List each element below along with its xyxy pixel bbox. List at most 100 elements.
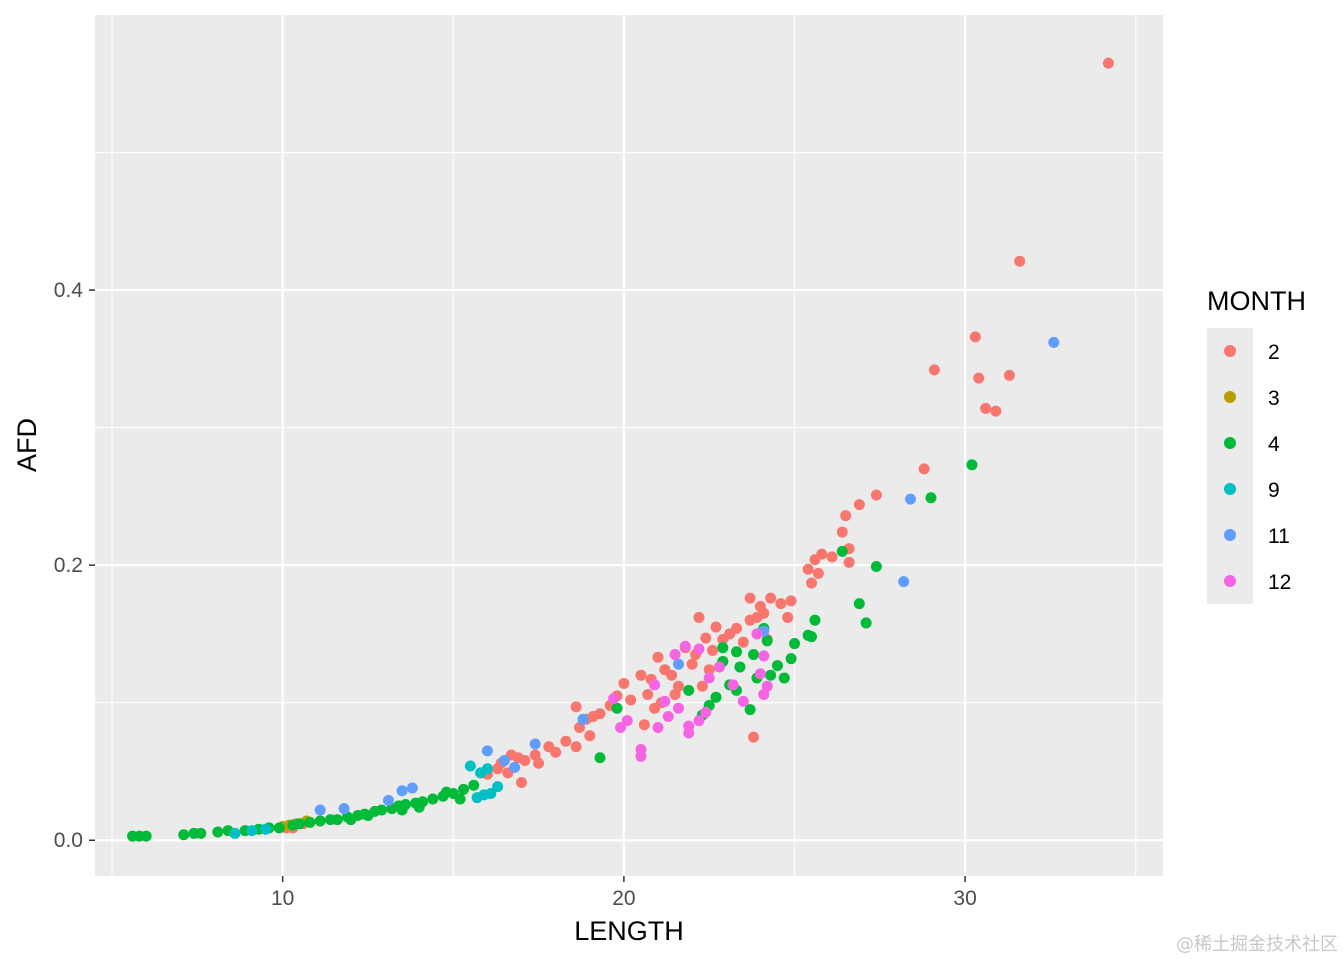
data-point-month-11 [905,493,917,505]
legend-title: MONTH [1207,286,1306,316]
data-point-month-2 [724,628,736,640]
data-point-month-2 [806,577,818,589]
data-point-month-4 [212,826,224,838]
data-point-month-4 [331,814,343,826]
x-tick-label: 10 [271,887,294,910]
data-point-month-2 [492,763,504,775]
data-point-month-4 [765,669,777,681]
data-point-month-2 [529,749,541,761]
data-point-month-11 [382,794,394,806]
data-point-month-2 [744,614,756,626]
data-point-month-9 [229,827,241,839]
x-axis-ticks: 10 20 30 [271,876,977,910]
legend-label: 9 [1268,479,1280,502]
data-point-month-12 [614,721,626,733]
data-point-month-11 [672,658,684,670]
y-tick-label: 0.0 [54,829,83,852]
data-point-month-2 [533,757,545,769]
data-point-month-4 [925,492,937,504]
data-point-month-4 [788,638,800,650]
x-tick-label: 20 [612,887,635,910]
data-point-month-2 [802,563,814,575]
data-point-month-2 [686,658,698,670]
data-point-month-4 [744,704,756,716]
data-point-month-2 [1102,57,1114,69]
data-point-month-12 [608,693,620,705]
data-point-month-2 [672,680,684,692]
data-point-month-9 [492,781,504,793]
legend-key-3 [1224,391,1236,403]
data-point-month-2 [1014,255,1026,267]
data-point-month-4 [860,617,872,629]
data-point-month-4 [362,809,374,821]
data-point-month-2 [570,701,582,713]
data-point-month-2 [836,526,848,538]
data-point-month-2 [928,364,940,376]
data-point-month-12 [758,650,770,662]
data-point-month-12 [679,640,691,652]
legend: MONTH 2 3 4 9 11 12 [1207,286,1306,604]
data-point-month-2 [990,405,1002,417]
data-point-month-2 [918,463,930,475]
data-point-month-9 [485,787,497,799]
data-point-month-2 [652,651,664,663]
data-point-month-11 [509,761,521,773]
data-point-month-2 [1003,369,1015,381]
x-axis-title: LENGTH [574,916,684,946]
data-point-month-2 [710,621,722,633]
data-point-month-4 [730,646,742,658]
data-point-month-2 [642,688,654,700]
legend-key-12 [1224,575,1236,587]
data-point-month-2 [570,741,582,753]
data-point-month-2 [744,592,756,604]
data-point-month-4 [454,793,466,805]
data-point-month-2 [649,702,661,714]
data-point-month-2 [693,611,705,623]
data-point-month-4 [870,561,882,573]
data-point-month-2 [782,611,794,623]
major-gridlines [95,15,1163,876]
data-point-month-2 [853,499,865,511]
data-point-month-4 [178,829,190,841]
legend-key-2 [1224,345,1236,357]
data-point-month-12 [754,668,766,680]
data-point-month-4 [710,691,722,703]
data-point-month-9 [464,760,476,772]
legend-label: 4 [1268,433,1280,456]
data-point-month-4 [809,614,821,626]
data-point-month-2 [543,741,555,753]
data-point-month-12 [700,706,712,718]
data-point-month-11 [898,576,910,588]
data-point-month-2 [840,510,852,522]
data-point-month-2 [785,595,797,607]
data-point-month-4 [594,752,606,764]
legend-label: 12 [1268,571,1291,594]
data-point-month-2 [703,664,715,676]
data-point-month-4 [440,786,452,798]
data-point-month-4 [771,660,783,672]
data-point-month-12 [758,688,770,700]
data-point-month-2 [826,551,838,563]
data-point-month-12 [693,643,705,655]
data-point-month-2 [574,721,586,733]
data-point-month-2 [618,677,630,689]
legend-label: 3 [1268,387,1280,410]
data-point-month-4 [761,635,773,647]
data-point-month-12 [621,715,633,727]
data-point-month-12 [693,715,705,727]
x-tick-label: 30 [953,887,976,910]
data-point-month-4 [748,649,760,661]
data-point-month-2 [669,688,681,700]
plot-panel [95,15,1163,876]
data-point-month-12 [669,649,681,661]
data-point-month-2 [843,556,855,568]
data-point-month-4 [273,822,285,834]
data-point-month-11 [338,803,350,815]
data-point-month-4 [468,779,480,791]
data-point-month-2 [969,331,981,343]
data-point-month-4 [314,815,326,827]
data-point-month-4 [376,804,388,816]
data-point-month-4 [785,653,797,665]
data-point-month-11 [577,713,589,725]
